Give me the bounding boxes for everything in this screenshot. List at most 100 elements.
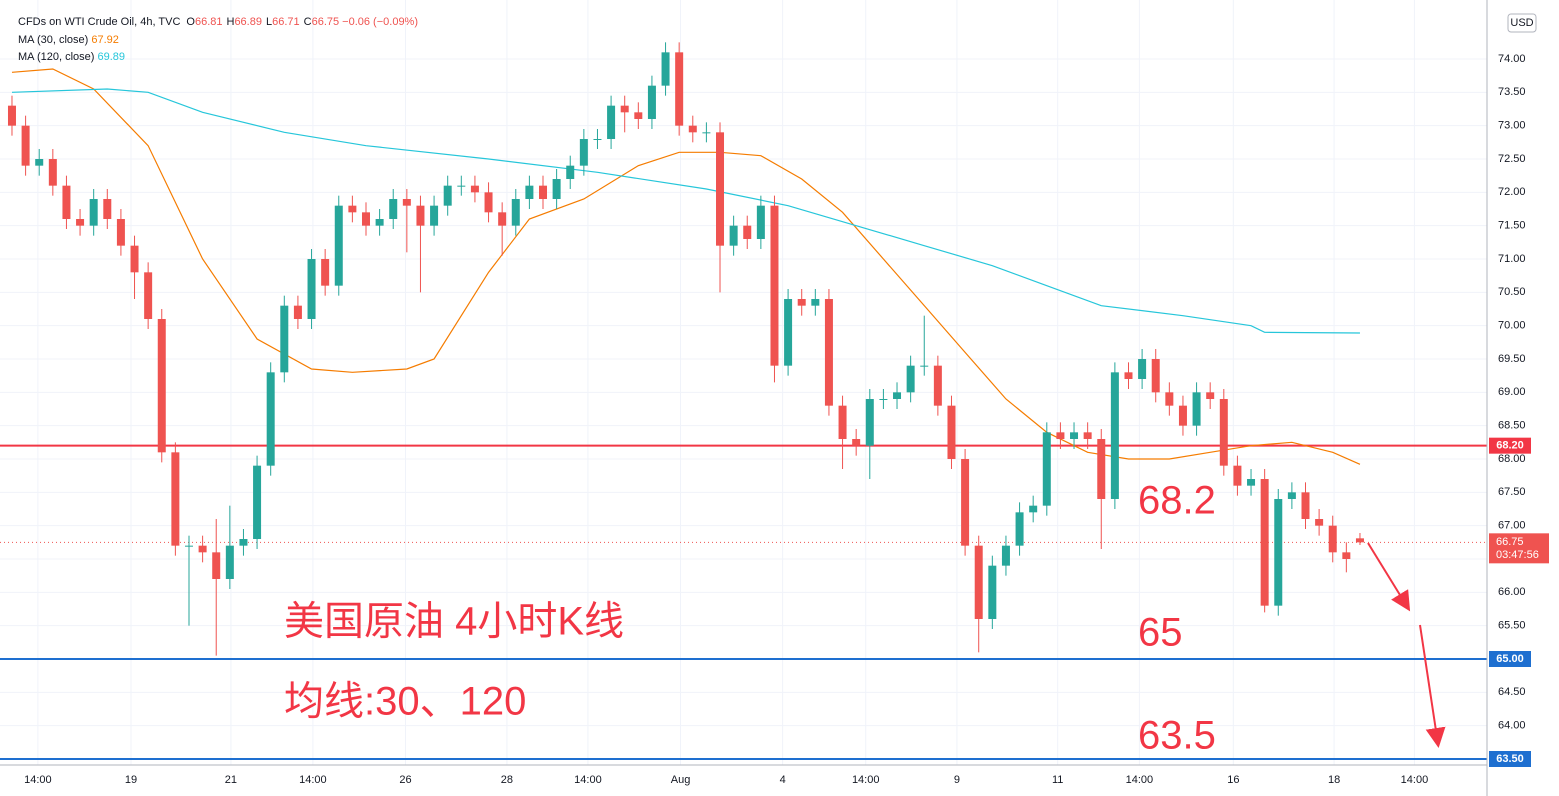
candle-body	[634, 112, 643, 119]
x-tick-label: 21	[225, 774, 237, 786]
level-tag	[1489, 751, 1531, 767]
candle-body	[103, 199, 112, 219]
ma-line	[11, 68, 1361, 465]
legend-entry: MA (30, close) 67.92	[18, 34, 119, 46]
annotation: 65	[1138, 611, 1183, 655]
candle-body	[579, 139, 588, 166]
candle-body	[743, 225, 752, 239]
candle-body	[1328, 525, 1337, 553]
candle-body	[130, 245, 139, 273]
candle-body	[307, 259, 316, 319]
candle-body	[1015, 512, 1024, 546]
candle-body	[1070, 432, 1079, 439]
annotation: 68.2	[1138, 479, 1216, 523]
x-tick-label: 16	[1227, 774, 1239, 786]
candle-body	[253, 465, 262, 539]
candle-body	[1151, 359, 1160, 393]
candle-body	[552, 179, 561, 199]
candle-body	[729, 225, 738, 246]
candle-body	[1124, 372, 1133, 379]
y-tick-label: 73.50	[1498, 86, 1526, 98]
level-label: 65.00	[1496, 653, 1524, 665]
y-tick-label: 70.50	[1498, 286, 1526, 298]
candle-body	[566, 165, 575, 179]
candle-body	[416, 205, 425, 226]
x-tick-label: 14:00	[299, 774, 327, 786]
candle-body	[797, 299, 806, 306]
candle-body	[647, 85, 656, 119]
candle-body	[1342, 552, 1351, 559]
y-tick-label: 69.00	[1498, 386, 1526, 398]
candle-body	[470, 185, 479, 193]
candle-body	[171, 452, 180, 546]
candle-body	[824, 299, 833, 406]
x-tick-label: 14:00	[1401, 774, 1429, 786]
candle-body	[266, 372, 275, 466]
y-tick-label: 73.00	[1498, 120, 1526, 132]
candle-body	[838, 405, 847, 439]
candle-body	[280, 305, 289, 373]
x-tick-label: 14:00	[24, 774, 52, 786]
candle-body	[498, 212, 507, 226]
x-tick-label: 11	[1052, 774, 1063, 786]
annotation: 63.5	[1138, 714, 1216, 758]
candle-body	[770, 205, 779, 366]
candle-body	[852, 439, 861, 446]
ma-line	[11, 88, 1360, 334]
candle-body	[607, 105, 616, 139]
level-tag	[1489, 437, 1531, 454]
price-tag	[1489, 533, 1549, 564]
candle-body	[1247, 479, 1256, 486]
candle-body	[1056, 432, 1065, 439]
ohlc-value: 66.75	[312, 16, 340, 28]
candle-body	[430, 205, 439, 226]
candle-body	[457, 185, 466, 187]
candle-body	[48, 159, 57, 186]
currency-box	[1507, 13, 1537, 33]
y-tick-label: 64.00	[1498, 720, 1526, 732]
candle-body	[1042, 432, 1051, 506]
currency: USD	[1510, 17, 1533, 29]
x-tick-label: 14:00	[574, 774, 602, 786]
y-tick-label: 67.50	[1498, 486, 1526, 498]
candle-body	[756, 205, 765, 239]
candle-body	[198, 545, 207, 553]
candle-body	[906, 365, 915, 393]
x-tick-label: 14:00	[1126, 774, 1154, 786]
candle-body	[375, 219, 384, 226]
candle-body	[1110, 372, 1119, 499]
x-tick-label: 4	[780, 774, 786, 786]
candle-body	[1001, 545, 1010, 566]
candle-body	[361, 212, 370, 226]
candle-body	[988, 565, 997, 619]
x-tick-label: Aug	[671, 774, 691, 786]
level-label: 63.50	[1496, 753, 1524, 765]
x-tick-label: 18	[1328, 774, 1340, 786]
annotation: 美国原油 4小时K线	[284, 600, 624, 644]
annotation: 均线:30、120	[284, 680, 526, 724]
candle-body	[443, 185, 452, 206]
candle-body	[402, 199, 411, 206]
price-label: 66.75	[1496, 536, 1524, 548]
candle-body	[716, 132, 725, 246]
candle-body	[334, 205, 343, 286]
x-tick-label: 26	[399, 774, 411, 786]
y-tick-label: 69.50	[1498, 353, 1526, 365]
candle-body	[620, 105, 629, 113]
candle-body	[784, 299, 793, 366]
ohlc-label: L	[266, 16, 272, 28]
legend-entry: MA (120, close) 69.89	[18, 51, 125, 63]
candle-body	[212, 552, 221, 579]
candle-body	[1301, 492, 1310, 519]
candle-body	[525, 185, 534, 199]
candle-body	[974, 545, 983, 619]
candle-body	[144, 272, 153, 319]
candle-body	[688, 125, 697, 133]
candle-body	[947, 405, 956, 459]
candle-body	[865, 399, 874, 446]
y-tick-label: 68.50	[1498, 420, 1526, 432]
candle-body	[1138, 359, 1147, 379]
y-tick-label: 71.50	[1498, 220, 1526, 232]
chart-title: CFDs on WTI Crude Oil, 4h, TVC O66.81 H66.…	[18, 16, 418, 28]
